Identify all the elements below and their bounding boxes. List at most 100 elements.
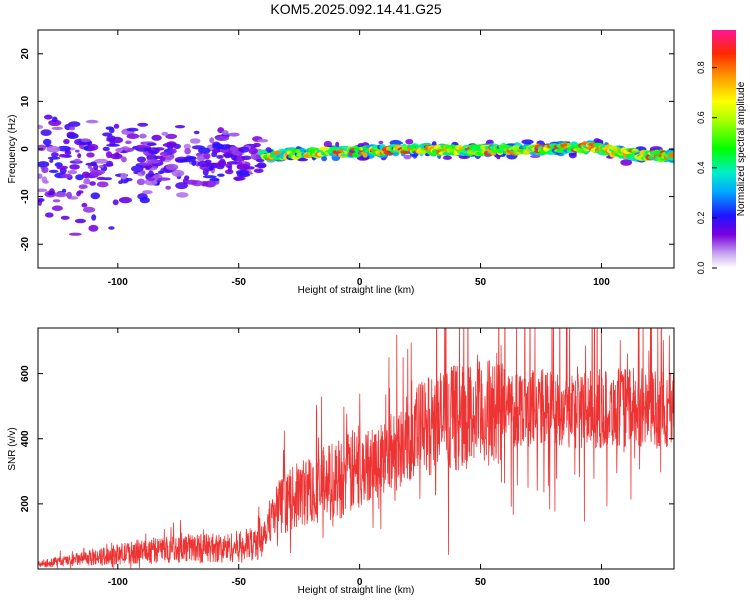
heatmap-cell (141, 170, 146, 176)
heatmap-cell (235, 169, 250, 176)
snr-frame (37, 327, 675, 570)
heatmap-cell (668, 152, 674, 158)
heatmap-cell (185, 179, 198, 185)
heatmap-cell (51, 126, 64, 130)
heatmap-cell (297, 158, 309, 162)
heatmap-cell (63, 138, 70, 145)
heatmap-cell (56, 165, 68, 170)
heatmap-cell (146, 176, 155, 181)
heatmap-cell (44, 114, 53, 120)
heatmap-cell (203, 152, 211, 160)
heatmap-cell (175, 182, 189, 190)
heatmap-cell (176, 192, 189, 198)
x-tick-label: 50 (475, 277, 487, 288)
snr-x-axis-label: Height of straight line (km) (298, 585, 415, 596)
heatmap-cell (66, 191, 72, 199)
heatmap-cell (126, 127, 139, 132)
colorbar-tick-label: 0.8 (696, 61, 706, 74)
heatmap-cell (74, 218, 86, 224)
heatmap-cell (139, 133, 147, 139)
heatmap-cell (147, 159, 160, 164)
heatmap-cell (87, 164, 93, 169)
heatmap-cell (135, 144, 147, 150)
heatmap-cell (254, 164, 267, 168)
heatmap-cell (222, 130, 229, 136)
heatmap-cell (391, 141, 404, 145)
heatmap-cell (136, 178, 146, 186)
heatmap-cell (98, 165, 105, 169)
heatmap-cell (197, 160, 211, 167)
heatmap-cell (212, 143, 224, 150)
colorbar-tick-label: 0.4 (696, 162, 706, 175)
heatmap-cell (202, 168, 209, 176)
heatmap-cell (75, 174, 84, 181)
heatmap-cell (321, 156, 327, 162)
y-tick-label: 20 (20, 48, 31, 60)
heatmap-cell (69, 164, 80, 170)
heatmap-cell (146, 142, 157, 146)
heatmap-cell (88, 144, 99, 151)
y-tick-label: -20 (20, 237, 31, 252)
y-tick-label: 0 (20, 146, 31, 152)
heatmap-cell (257, 138, 269, 143)
heatmap-cell (148, 170, 154, 178)
heatmap-cell (191, 159, 197, 166)
heatmap-cell (75, 149, 80, 153)
colorbar-tick-label: 0.6 (696, 111, 706, 124)
heatmap-cell (250, 152, 256, 160)
heatmap-cell (139, 196, 150, 204)
x-tick-label: -50 (231, 577, 246, 588)
heatmap-cell (225, 163, 233, 169)
heatmap-cell (54, 191, 68, 198)
heatmap-cell (159, 151, 170, 157)
heatmap-cell (45, 212, 54, 218)
heatmap-cell (169, 148, 177, 154)
heatmap-cell (158, 170, 164, 175)
heatmap-cell (228, 132, 240, 137)
heatmap-cell (147, 147, 160, 155)
snr-series-line (38, 328, 674, 569)
heatmap-y-axis-label: Frequency (Hz) (7, 115, 18, 184)
heatmap-cell (38, 188, 48, 193)
y-tick-label: 400 (20, 430, 31, 447)
heatmap-cell (241, 155, 252, 160)
heatmap-x-axis-label: Height of straight line (km) (298, 285, 415, 296)
x-tick-label: 0 (357, 277, 363, 288)
heatmap-cell (217, 173, 225, 177)
heatmap-cell (81, 171, 90, 179)
heatmap-cell (189, 138, 201, 144)
snr-plot-area (38, 328, 674, 569)
heatmap-cell (38, 124, 44, 130)
colorbar-label: Normalized spectral amplitude (736, 81, 747, 216)
heatmap-cell (94, 158, 108, 164)
heatmap-cell (102, 132, 113, 137)
heatmap-cell (102, 146, 110, 152)
heatmap-cell (43, 138, 52, 146)
heatmap-cell (165, 185, 172, 190)
heatmap-cell (109, 127, 115, 134)
heatmap-cell (96, 176, 106, 181)
heatmap-cell (68, 121, 81, 127)
heatmap-cell (78, 184, 88, 189)
x-tick-label: -50 (231, 277, 246, 288)
heatmap-cell (74, 158, 81, 163)
heatmap-cell (80, 138, 91, 143)
heatmap-cell (69, 126, 76, 131)
heatmap-cell (144, 178, 158, 186)
heatmap-cell (110, 153, 123, 160)
heatmap-cell (204, 180, 217, 188)
heatmap-cell (67, 170, 78, 175)
heatmap-cell (217, 160, 227, 167)
heatmap-cell (108, 226, 115, 230)
heatmap-y-ticks: -20 -10 0 10 20 (20, 48, 674, 252)
heatmap-cell (38, 173, 43, 179)
heatmap-cell (161, 131, 169, 136)
heatmap-cell (179, 158, 193, 163)
heatmap-cell (209, 165, 214, 171)
heatmap-cell (224, 169, 234, 175)
heatmap-cell (256, 158, 265, 163)
y-tick-label: 600 (20, 365, 31, 382)
x-tick-label: -100 (108, 277, 128, 288)
heatmap-cell (51, 152, 59, 158)
